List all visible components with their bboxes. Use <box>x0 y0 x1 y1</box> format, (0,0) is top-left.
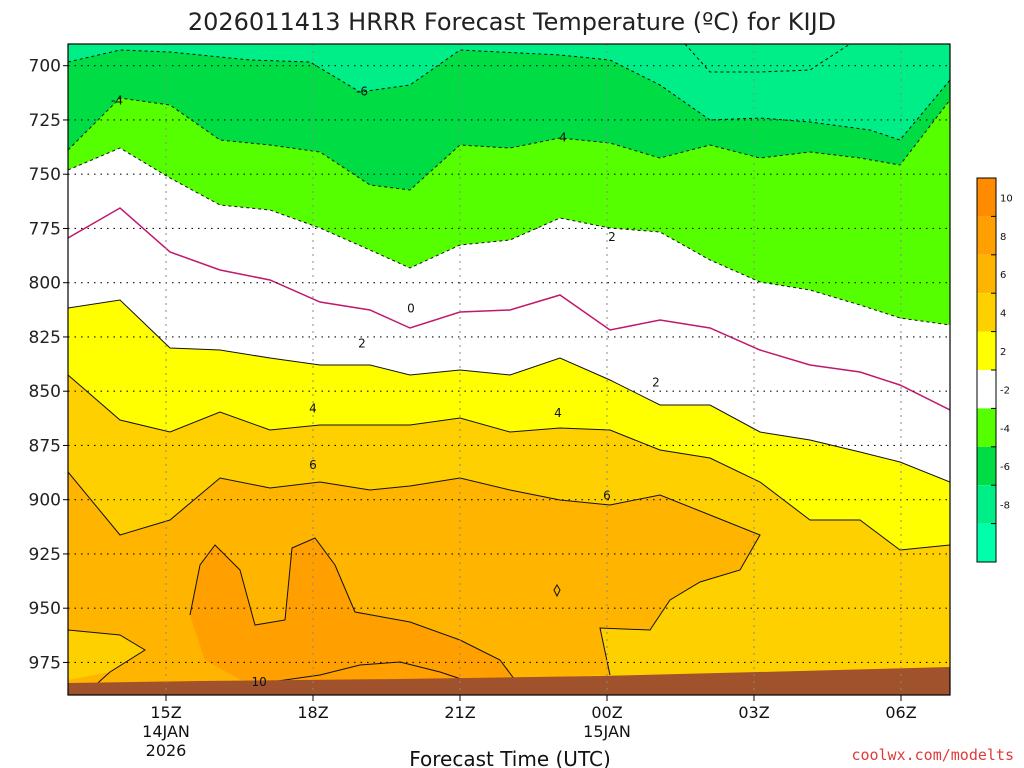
contour-minus4 <box>68 97 950 191</box>
contour-label: 2 <box>358 336 366 350</box>
contour-small-diamond <box>553 584 561 598</box>
colorbar-label: -2 <box>1000 385 1010 396</box>
y-tick-label: 975 <box>29 653 61 673</box>
band-8to10 <box>190 538 515 685</box>
colorbar-label: 4 <box>1000 309 1006 320</box>
x-tick-date: 15JAN <box>583 722 631 741</box>
contour-label: -6 <box>356 85 368 99</box>
colorbar-segment <box>977 523 996 562</box>
x-tick-label: 00Z <box>591 703 622 722</box>
colorbar-segment <box>977 446 996 486</box>
colorbar-segment <box>977 331 996 370</box>
colorbar-label: 8 <box>1000 232 1006 243</box>
contour-labels: -6 -4 4 2 0 2 2 4 4 6 6 10 <box>111 85 660 689</box>
contour-label: -4 <box>111 93 123 107</box>
contour-6 <box>68 471 761 676</box>
credit-text[interactable]: coolwx.com/modelts <box>851 746 1014 764</box>
x-tick-label: 15Z <box>150 703 181 722</box>
colorbar-segment <box>977 254 996 294</box>
x-tick-label: 03Z <box>738 703 769 722</box>
grid <box>68 44 950 695</box>
chart-title: 2026011413 HRRR Forecast Temperature (ºC… <box>188 8 836 36</box>
x-tick-label: 21Z <box>444 703 475 722</box>
contour-label: 4 <box>554 406 562 420</box>
x-tick-label: 18Z <box>297 703 328 722</box>
colorbar-segment <box>977 408 996 447</box>
contour-label: 4 <box>559 130 567 144</box>
x-axis-label: Forecast Time (UTC) <box>409 747 611 768</box>
y-tick-label: 725 <box>29 111 61 131</box>
contour-label: 2 <box>608 230 616 244</box>
colorbar-label: 6 <box>1000 270 1006 281</box>
colorbar-segment <box>977 216 996 255</box>
colorbar-segment <box>977 370 996 409</box>
ground <box>68 667 950 695</box>
y-tick-label: 750 <box>29 165 61 185</box>
x-tick-label: 06Z <box>885 703 916 722</box>
y-tick-label: 825 <box>29 328 61 348</box>
contour-zero <box>68 207 950 411</box>
x-tick-date: 14JAN <box>142 722 190 741</box>
contour-minus6 <box>68 49 950 141</box>
y-tick-label: 950 <box>29 599 61 619</box>
contour-label: 4 <box>309 402 317 416</box>
contour-label: 10 <box>251 675 266 689</box>
colorbar-label: -8 <box>1000 501 1010 512</box>
y-tick-label: 775 <box>29 219 61 239</box>
contour-10 <box>249 661 471 686</box>
colorbar-segment <box>977 178 996 217</box>
y-tick-label: 900 <box>29 491 61 511</box>
colorbar-segment <box>977 293 996 332</box>
contour-label: 0 <box>407 302 415 316</box>
contour-2 <box>68 299 950 483</box>
x-tick-year: 2026 <box>146 741 187 760</box>
y-tick-label: 875 <box>29 436 61 456</box>
colorbar-segment <box>977 485 996 524</box>
contour-8-left <box>68 629 146 691</box>
plot-frame <box>67 43 951 696</box>
y-tick-label: 850 <box>29 382 61 402</box>
contour-lines <box>68 44 950 691</box>
colorbar-label: 10 <box>1000 193 1013 204</box>
contour-label: 6 <box>603 488 611 502</box>
y-tick-label: 800 <box>29 274 61 294</box>
contour-label: 6 <box>309 458 317 472</box>
colorbar-label: -6 <box>1000 462 1010 473</box>
colorbar-label: 2 <box>1000 347 1006 358</box>
contour-8 <box>189 537 516 681</box>
contour-label: 2 <box>652 376 660 390</box>
colorbar-label: -4 <box>1000 424 1010 435</box>
y-tick-label: 700 <box>29 57 61 77</box>
plot-area <box>68 44 950 695</box>
y-tick-label: 925 <box>29 545 61 565</box>
colorbar: 10 8 6 4 2 -2 -4 -6 -8 <box>976 177 1013 563</box>
y-axis: 700 725 750 775 800 825 850 875 900 925 950 975 <box>29 57 68 673</box>
contour-minus6-top <box>684 44 851 73</box>
band-lower-left <box>68 630 145 680</box>
contour-4 <box>68 374 950 551</box>
